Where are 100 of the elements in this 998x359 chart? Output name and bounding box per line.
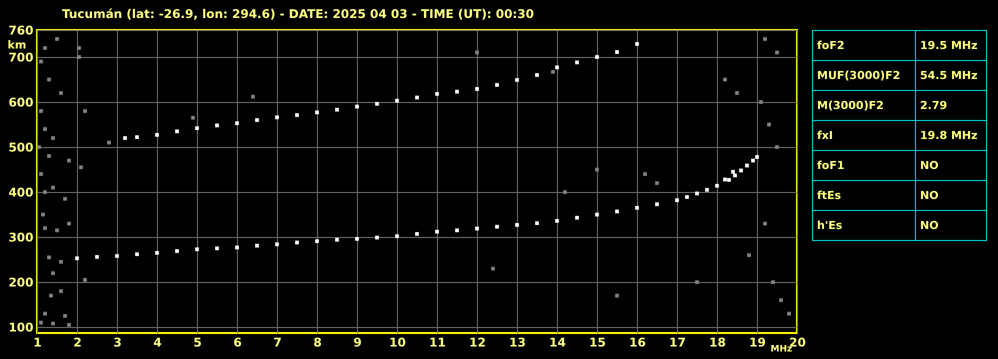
point bbox=[763, 37, 767, 41]
point bbox=[705, 188, 709, 192]
text: NO bbox=[916, 150, 986, 180]
point bbox=[215, 124, 219, 128]
point bbox=[235, 246, 239, 250]
point bbox=[515, 78, 519, 82]
point bbox=[77, 46, 81, 50]
point bbox=[67, 222, 71, 226]
point bbox=[39, 60, 43, 64]
chart-title: Tucumán (lat: -26.9, lon: 294.6) - DATE: 2025 04 03 - TIME (UT): 00:30 bbox=[62, 7, 534, 21]
point bbox=[43, 190, 47, 194]
point bbox=[375, 236, 379, 240]
y-tick-label: 500 bbox=[8, 140, 34, 155]
point bbox=[475, 87, 479, 91]
point bbox=[275, 115, 279, 120]
point bbox=[491, 266, 495, 270]
text: ftEs bbox=[812, 180, 916, 210]
point bbox=[67, 323, 71, 327]
point bbox=[175, 129, 179, 134]
text: 19.8 MHz bbox=[916, 120, 986, 150]
point bbox=[315, 110, 319, 114]
point bbox=[763, 222, 767, 226]
y-tick-label: 300 bbox=[8, 230, 34, 245]
point bbox=[745, 164, 749, 168]
y-axis-title: km bbox=[8, 38, 26, 52]
point bbox=[395, 98, 399, 103]
point bbox=[675, 198, 679, 202]
text: 54.5 MHz bbox=[916, 60, 986, 90]
y-tick-label: 600 bbox=[8, 96, 34, 110]
point bbox=[49, 294, 53, 298]
x-tick-label: 10 bbox=[389, 336, 406, 350]
point bbox=[67, 158, 71, 162]
point bbox=[195, 247, 199, 252]
point bbox=[175, 249, 179, 253]
point bbox=[775, 145, 779, 149]
point bbox=[475, 226, 479, 230]
point bbox=[751, 158, 755, 162]
point bbox=[135, 135, 139, 140]
point bbox=[95, 255, 99, 259]
point bbox=[155, 250, 159, 255]
point bbox=[563, 190, 567, 194]
point bbox=[191, 116, 195, 120]
point bbox=[615, 294, 619, 298]
x-tick-label: 12 bbox=[469, 336, 486, 350]
point bbox=[255, 244, 259, 248]
point bbox=[59, 289, 63, 293]
point bbox=[395, 234, 399, 238]
point bbox=[107, 140, 111, 144]
point bbox=[655, 202, 659, 206]
point bbox=[43, 312, 47, 316]
text: NO bbox=[916, 210, 986, 240]
point bbox=[195, 126, 199, 130]
x-tick-label: 18 bbox=[709, 336, 726, 350]
point bbox=[767, 122, 771, 126]
point bbox=[779, 298, 783, 302]
point bbox=[77, 55, 81, 59]
point bbox=[255, 118, 259, 122]
point bbox=[55, 228, 59, 232]
point bbox=[63, 196, 67, 201]
point bbox=[435, 92, 439, 96]
point bbox=[39, 109, 43, 113]
point bbox=[41, 212, 45, 216]
point bbox=[733, 174, 737, 178]
x-tick-label: 16 bbox=[629, 336, 646, 350]
text: 2.79 bbox=[916, 90, 986, 120]
x-tick-label: 3 bbox=[113, 336, 122, 350]
point bbox=[375, 102, 379, 106]
text: foF1 bbox=[812, 150, 916, 180]
text: NO bbox=[916, 180, 986, 210]
point bbox=[315, 239, 319, 244]
point bbox=[155, 133, 159, 137]
point bbox=[415, 232, 419, 236]
point bbox=[535, 221, 539, 226]
text: fxI bbox=[812, 120, 916, 150]
point bbox=[555, 219, 559, 223]
x-axis-title: MHz bbox=[770, 344, 792, 354]
point bbox=[59, 91, 63, 95]
point bbox=[575, 216, 579, 220]
point bbox=[595, 55, 599, 59]
x-tick-label: 4 bbox=[153, 336, 162, 350]
point bbox=[643, 172, 647, 176]
point bbox=[635, 206, 639, 210]
point bbox=[251, 94, 255, 99]
x-tick-label: 1 bbox=[33, 336, 42, 350]
point bbox=[37, 145, 41, 149]
text: MUF(3000)F2 bbox=[812, 60, 916, 90]
point bbox=[43, 127, 47, 131]
point bbox=[747, 253, 751, 257]
point bbox=[535, 73, 539, 77]
text: M(3000)F2 bbox=[812, 90, 916, 120]
text: foF2 bbox=[812, 30, 916, 60]
x-tick-label: 9 bbox=[353, 336, 362, 350]
point bbox=[295, 113, 299, 117]
point bbox=[47, 154, 51, 158]
point bbox=[79, 165, 83, 170]
point bbox=[115, 254, 119, 258]
x-tick-label: 5 bbox=[193, 336, 202, 350]
point bbox=[739, 168, 743, 172]
point bbox=[759, 100, 763, 104]
point bbox=[695, 280, 699, 284]
